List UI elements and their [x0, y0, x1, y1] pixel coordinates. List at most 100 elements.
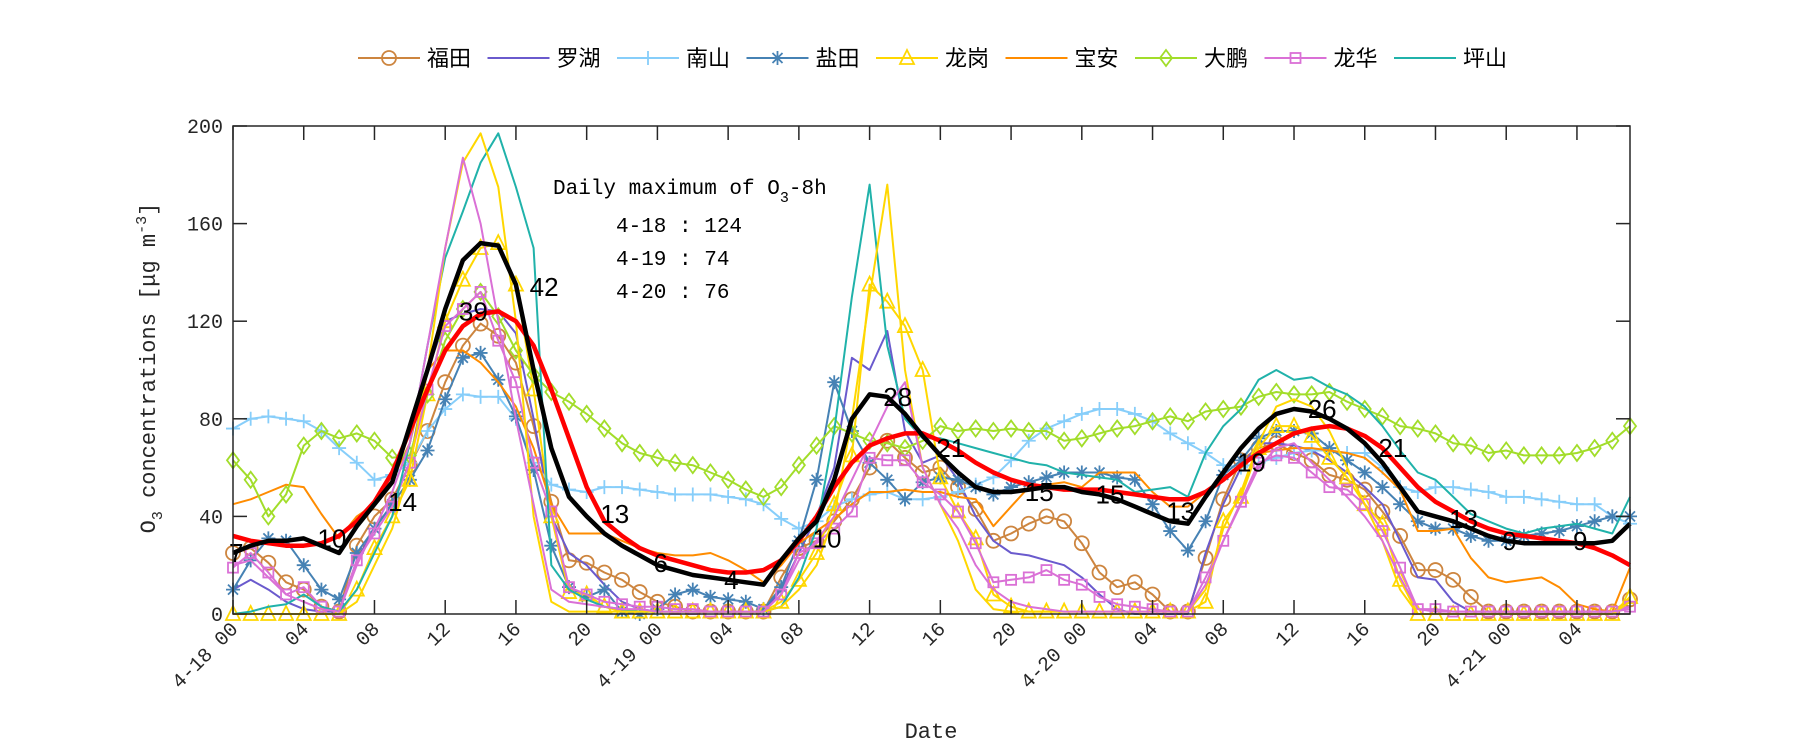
data-point-marker — [1340, 453, 1355, 468]
data-point-marker — [1481, 443, 1496, 463]
data-point-marker — [1073, 601, 1091, 619]
x-tick-label: 08 — [1201, 619, 1234, 652]
data-point-marker — [1303, 425, 1321, 443]
data-point-marker — [278, 484, 294, 504]
data-point-marker — [1356, 494, 1374, 512]
series-unlabeled-11 — [232, 309, 1632, 575]
data-point-marker — [1020, 515, 1037, 532]
x-tick-label: 08 — [352, 619, 385, 652]
data-point-marker — [579, 589, 594, 604]
data-point-marker — [280, 588, 292, 601]
annotation-label: 13 — [600, 499, 629, 529]
data-point-marker — [1163, 406, 1178, 426]
data-point-marker — [756, 602, 771, 617]
data-point-marker — [881, 454, 894, 467]
data-point-marker — [1516, 489, 1531, 504]
data-point-marker — [1287, 424, 1302, 438]
data-point-marker — [632, 482, 647, 497]
annotation-label: 14 — [388, 487, 417, 517]
data-point-marker — [314, 421, 329, 441]
x-tick-label: 12 — [847, 619, 880, 652]
data-point-marker — [1040, 564, 1053, 576]
data-point-marker — [261, 506, 276, 526]
data-point-marker — [260, 554, 277, 571]
annotation-label: 39 — [459, 296, 488, 326]
data-point-marker — [668, 587, 683, 602]
series-unlabeled-9 — [233, 132, 1631, 615]
data-point-marker — [827, 375, 842, 390]
data-point-marker — [1569, 443, 1585, 463]
data-point-marker — [1358, 498, 1371, 511]
data-point-marker — [279, 411, 294, 426]
data-point-marker — [844, 424, 859, 438]
legend-marker — [770, 51, 785, 65]
data-point-marker — [1057, 431, 1072, 451]
annotation-label: 13 — [1166, 497, 1195, 527]
data-point-marker — [561, 392, 577, 412]
data-point-marker — [721, 489, 736, 504]
data-point-marker — [1021, 421, 1036, 441]
data-point-marker — [899, 454, 911, 467]
data-point-marker — [296, 436, 311, 456]
data-point-marker — [1003, 525, 1019, 542]
data-point-marker — [1516, 445, 1532, 465]
data-point-marker — [349, 546, 364, 560]
legend-label: 罗湖 — [557, 47, 601, 72]
data-point-marker — [1145, 497, 1160, 512]
data-point-marker — [774, 580, 789, 595]
data-point-marker — [1304, 426, 1319, 441]
data-point-marker — [825, 494, 843, 512]
legend-label: 福田 — [427, 47, 471, 72]
annotation-label: 13 — [1449, 504, 1478, 534]
data-point-marker — [808, 542, 826, 560]
data-point-marker — [1180, 436, 1195, 451]
data-point-marker — [1462, 589, 1479, 605]
series-line — [232, 322, 1631, 613]
legend-marker — [1158, 48, 1174, 68]
data-point-marker — [545, 505, 558, 518]
data-point-marker — [597, 480, 612, 495]
data-point-marker — [914, 359, 932, 377]
series-line — [232, 393, 1631, 530]
data-point-marker — [703, 487, 718, 502]
data-point-marker — [473, 345, 488, 360]
data-point-marker — [1145, 411, 1160, 431]
data-point-marker — [931, 467, 949, 485]
data-point-marker — [1075, 578, 1088, 591]
data-point-marker — [949, 501, 967, 519]
text-box-row: 4-18 : 124 — [616, 216, 742, 239]
data-point-marker — [1092, 423, 1107, 443]
data-point-marker — [332, 441, 347, 456]
data-point-marker — [650, 485, 665, 499]
data-point-marker — [1323, 481, 1336, 494]
x-tick-label: 20 — [564, 619, 597, 652]
data-point-marker — [596, 564, 613, 581]
data-point-marker — [420, 443, 435, 458]
data-point-marker — [1091, 601, 1108, 619]
data-point-marker — [614, 433, 630, 453]
series-line — [232, 290, 1631, 613]
data-point-marker — [261, 409, 276, 424]
data-point-marker — [668, 487, 683, 502]
data-point-marker — [1267, 416, 1285, 434]
data-point-marker — [1109, 579, 1126, 596]
data-point-marker — [1357, 399, 1372, 419]
annotation-label: 28 — [883, 382, 912, 412]
annotation-label: 26 — [1308, 394, 1337, 424]
data-point-marker — [1569, 519, 1584, 534]
data-point-marker — [952, 505, 964, 518]
legend-item-坪山: 坪山 — [1394, 47, 1507, 72]
series-盐田 — [226, 345, 1637, 621]
data-point-marker — [597, 582, 612, 597]
data-point-marker — [984, 584, 1002, 602]
data-point-marker — [1039, 470, 1054, 485]
data-point-marker — [454, 269, 472, 287]
data-point-marker — [756, 487, 771, 507]
annotation-label: 21 — [936, 433, 965, 463]
data-point-marker — [1446, 480, 1461, 495]
legend-marker — [1289, 52, 1302, 64]
x-tick-label: 4-19 00 — [593, 619, 669, 695]
series-line — [232, 132, 1631, 615]
data-point-marker — [348, 579, 366, 597]
data-point-marker — [491, 389, 506, 404]
